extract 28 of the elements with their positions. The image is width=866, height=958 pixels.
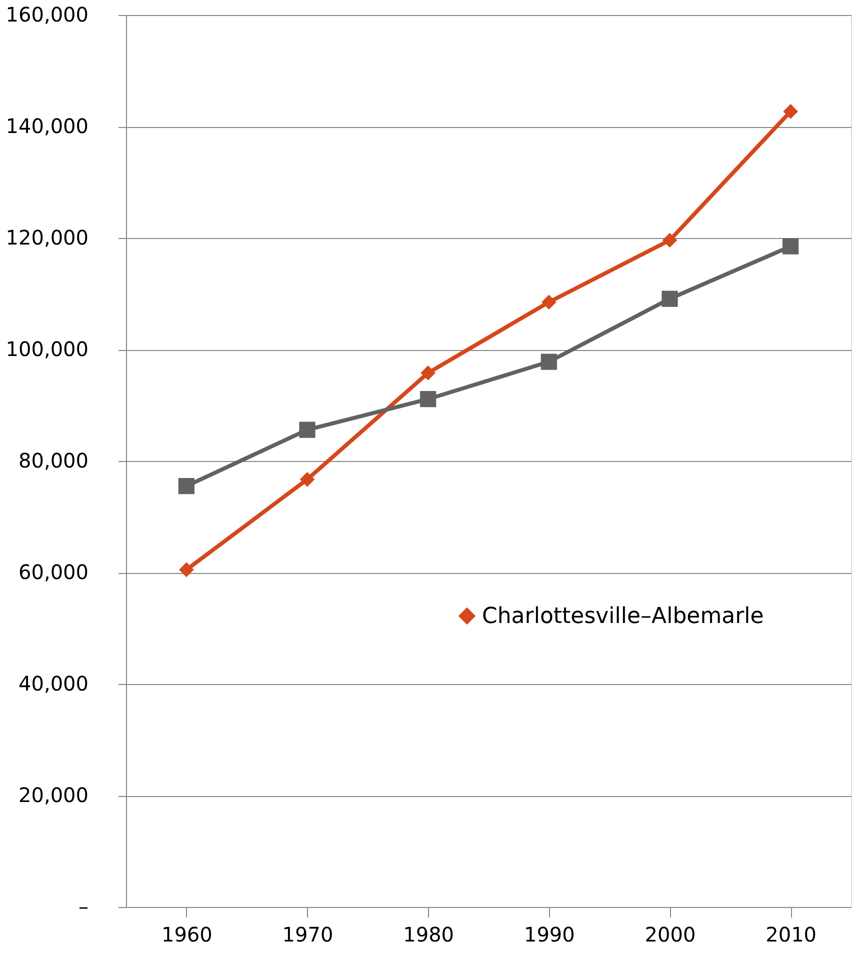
x-tick-label: 1960 — [161, 922, 212, 946]
x-tick-label: 1980 — [403, 922, 454, 946]
y-tick-label: 120,000 — [6, 226, 88, 250]
x-tick-label: 1990 — [524, 922, 575, 946]
x-tick-label: 2000 — [644, 922, 696, 946]
point — [782, 238, 799, 254]
point — [420, 391, 436, 408]
point — [179, 562, 194, 578]
y-tick-label: 100,000 — [6, 337, 88, 361]
y-tick-label: 160,000 — [6, 2, 88, 26]
y-tick-label: 40,000 — [18, 672, 88, 696]
x-tick-label: 1970 — [282, 922, 334, 946]
point — [783, 104, 798, 119]
point — [542, 294, 556, 310]
point — [420, 366, 436, 380]
y-tick-label: 80,000 — [18, 448, 88, 472]
point — [299, 422, 316, 438]
y-tick-label: 60,000 — [18, 560, 88, 584]
point — [300, 472, 315, 487]
y-tick-label: 20,000 — [18, 783, 88, 807]
point — [662, 290, 678, 307]
x-tick-label: 2010 — [766, 922, 817, 946]
y-tick-label: 140,000 — [6, 114, 88, 138]
point — [662, 232, 678, 248]
point — [540, 354, 557, 370]
y-tick-label: – — [78, 894, 88, 918]
point — [178, 478, 194, 494]
legend-label: Charlottesville–Albemarle — [482, 604, 764, 629]
